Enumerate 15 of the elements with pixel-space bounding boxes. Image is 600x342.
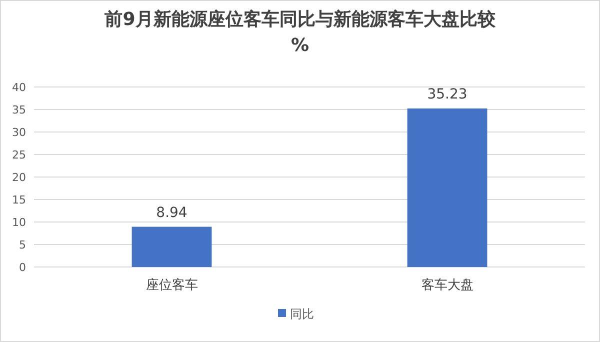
y-tick-label: 30	[12, 126, 26, 139]
x-tick-label: 客车大盘	[421, 277, 474, 293]
y-tick-label: 20	[12, 171, 26, 184]
x-tick-label: 座位客车	[146, 277, 198, 293]
y-tick-label: 0	[19, 261, 26, 274]
y-tick-label: 25	[12, 148, 26, 162]
data-label: 8.94	[156, 204, 188, 221]
data-label: 35.23	[427, 86, 468, 102]
chart-title: 前9月新能源座位客车同比与新能源客车大盘比较%	[104, 9, 496, 56]
y-tick-label: 35	[12, 104, 26, 116]
y-tick-label: 10	[12, 216, 26, 229]
y-tick-label: 40	[12, 81, 26, 94]
y-tick-label: 5	[19, 238, 26, 252]
y-tick-label: 15	[12, 194, 26, 206]
legend-label: 同比	[290, 307, 314, 321]
